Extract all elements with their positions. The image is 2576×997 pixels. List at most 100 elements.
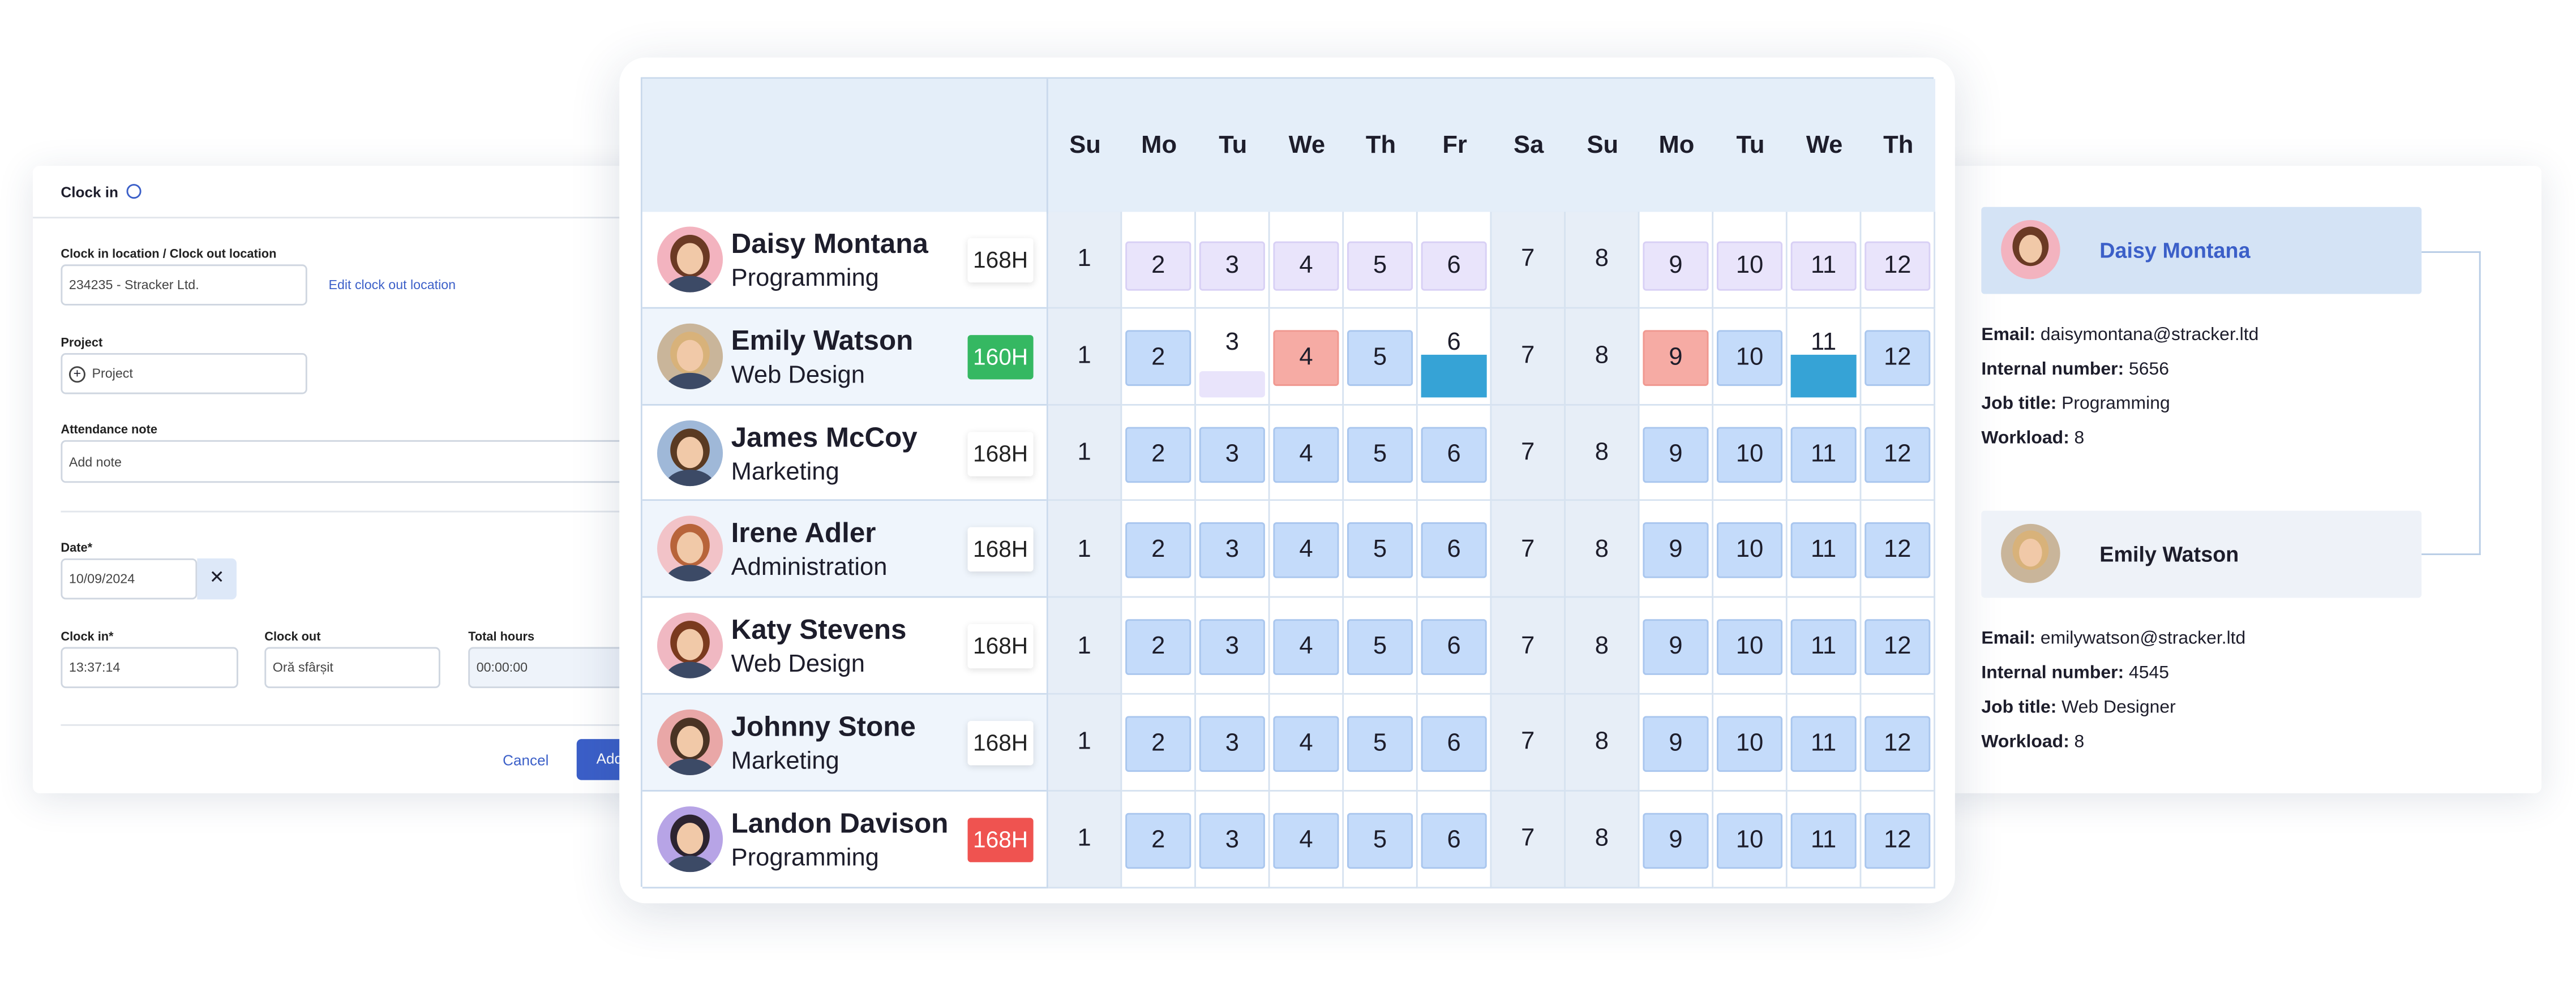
employee-name[interactable]: Johnny Stone [731, 711, 916, 742]
day-cell[interactable]: 12 [1861, 501, 1936, 599]
day-cell[interactable]: 4 [1270, 598, 1344, 695]
day-cell[interactable]: 3 [1195, 212, 1270, 309]
day-cell[interactable]: 5 [1344, 405, 1418, 502]
day-cell[interactable]: 8 [1566, 501, 1640, 599]
day-cell[interactable]: 10 [1713, 405, 1788, 502]
day-cell[interactable]: 4 [1270, 791, 1344, 888]
day-cell[interactable]: 11 [1787, 308, 1862, 405]
cancel-button[interactable]: Cancel [503, 752, 549, 769]
contact-header[interactable]: Emily Watson [1981, 510, 2422, 598]
day-cell[interactable]: 11 [1787, 598, 1862, 695]
day-cell[interactable]: 1 [1048, 791, 1122, 888]
day-cell[interactable]: 11 [1787, 501, 1862, 599]
day-cell[interactable]: 9 [1639, 791, 1714, 888]
day-cell[interactable]: 12 [1861, 405, 1936, 502]
day-cell[interactable]: 9 [1639, 501, 1714, 599]
day-cell[interactable]: 12 [1861, 694, 1936, 792]
day-cell[interactable]: 2 [1122, 212, 1196, 309]
day-cell[interactable]: 6 [1417, 212, 1492, 309]
clock-out-input[interactable]: Oră sfârșit [264, 647, 440, 689]
day-cell[interactable]: 3 [1195, 501, 1270, 599]
day-cell[interactable]: 1 [1048, 598, 1122, 695]
employee-name[interactable]: James McCoy [731, 421, 918, 453]
day-cell[interactable]: 11 [1787, 405, 1862, 502]
day-cell[interactable]: 7 [1491, 308, 1566, 405]
day-cell[interactable]: 12 [1861, 308, 1936, 405]
day-cell[interactable]: 1 [1048, 694, 1122, 792]
day-cell[interactable]: 2 [1122, 598, 1196, 695]
day-cell[interactable]: 5 [1344, 308, 1418, 405]
day-cell[interactable]: 3 [1195, 405, 1270, 502]
contact-header[interactable]: Daisy Montana [1981, 207, 2422, 294]
day-cell[interactable]: 10 [1713, 694, 1788, 792]
day-cell[interactable]: 8 [1566, 405, 1640, 502]
note-input[interactable]: Add note [61, 440, 685, 483]
edit-link[interactable]: Edit clock out location [328, 277, 456, 293]
day-cell[interactable]: 3 [1195, 694, 1270, 792]
day-cell[interactable]: 2 [1122, 791, 1196, 888]
day-cell[interactable]: 8 [1566, 308, 1640, 405]
info-icon[interactable] [126, 184, 142, 199]
day-cell[interactable]: 1 [1048, 212, 1122, 309]
employee-name[interactable]: Irene Adler [731, 518, 876, 549]
day-cell[interactable]: 5 [1344, 598, 1418, 695]
date-input[interactable]: 10/09/2024 [61, 558, 198, 600]
employee-name[interactable]: Landon Davison [731, 807, 949, 839]
day-cell[interactable]: 3 [1195, 791, 1270, 888]
clear-button[interactable]: ✕ [197, 558, 237, 600]
day-cell[interactable]: 3 [1195, 598, 1270, 695]
day-cell[interactable]: 3 [1195, 308, 1270, 405]
day-cell[interactable]: 9 [1639, 598, 1714, 695]
day-cell[interactable]: 8 [1566, 212, 1640, 309]
location-input[interactable]: 234235 - Stracker Ltd. [61, 264, 307, 306]
day-cell[interactable]: 5 [1344, 694, 1418, 792]
day-cell[interactable]: 4 [1270, 212, 1344, 309]
day-cell[interactable]: 7 [1491, 501, 1566, 599]
day-cell[interactable]: 10 [1713, 791, 1788, 888]
day-cell[interactable]: 2 [1122, 405, 1196, 502]
day-cell[interactable]: 6 [1417, 405, 1492, 502]
day-cell[interactable]: 6 [1417, 598, 1492, 695]
day-cell[interactable]: 2 [1122, 308, 1196, 405]
day-cell[interactable]: 11 [1787, 694, 1862, 792]
day-cell[interactable]: 10 [1713, 598, 1788, 695]
day-cell[interactable]: 4 [1270, 694, 1344, 792]
day-cell[interactable]: 6 [1417, 308, 1492, 405]
day-cell[interactable]: 12 [1861, 212, 1936, 309]
day-cell[interactable]: 7 [1491, 791, 1566, 888]
employee-name[interactable]: Emily Watson [731, 325, 914, 356]
day-cell[interactable]: 4 [1270, 308, 1344, 405]
day-cell[interactable]: 7 [1491, 212, 1566, 309]
day-cell[interactable]: 5 [1344, 501, 1418, 599]
day-cell[interactable]: 2 [1122, 694, 1196, 792]
day-cell[interactable]: 1 [1048, 308, 1122, 405]
day-cell[interactable]: 4 [1270, 405, 1344, 502]
day-cell[interactable]: 8 [1566, 694, 1640, 792]
day-cell[interactable]: 4 [1270, 501, 1344, 599]
day-cell[interactable]: 9 [1639, 405, 1714, 502]
day-cell[interactable]: 11 [1787, 212, 1862, 309]
day-cell[interactable]: 9 [1639, 212, 1714, 309]
employee-name[interactable]: Katy Stevens [731, 614, 907, 646]
day-cell[interactable]: 6 [1417, 791, 1492, 888]
day-cell[interactable]: 10 [1713, 501, 1788, 599]
day-cell[interactable]: 2 [1122, 501, 1196, 599]
day-cell[interactable]: 7 [1491, 405, 1566, 502]
day-cell[interactable]: 9 [1639, 308, 1714, 405]
day-cell[interactable]: 8 [1566, 598, 1640, 695]
day-cell[interactable]: 11 [1787, 791, 1862, 888]
employee-name[interactable]: Daisy Montana [731, 228, 928, 260]
day-cell[interactable]: 6 [1417, 501, 1492, 599]
day-cell[interactable]: 6 [1417, 694, 1492, 792]
day-cell[interactable]: 9 [1639, 694, 1714, 792]
day-cell[interactable]: 5 [1344, 791, 1418, 888]
day-cell[interactable]: 7 [1491, 694, 1566, 792]
day-cell[interactable]: 1 [1048, 501, 1122, 599]
day-cell[interactable]: 12 [1861, 791, 1936, 888]
clock-in-input[interactable]: 13:37:14 [61, 647, 238, 689]
day-cell[interactable]: 1 [1048, 405, 1122, 502]
day-cell[interactable]: 10 [1713, 212, 1788, 309]
day-cell[interactable]: 12 [1861, 598, 1936, 695]
project-input[interactable]: Project [61, 353, 307, 394]
day-cell[interactable]: 5 [1344, 212, 1418, 309]
